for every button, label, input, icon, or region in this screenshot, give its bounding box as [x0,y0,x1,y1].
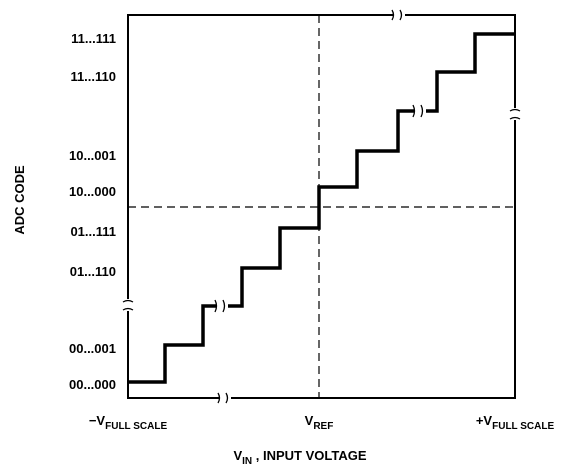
x-label-main: −V [89,413,106,428]
y-axis-title: ADC CODE [12,165,27,235]
code-label: 10...000 [69,184,116,199]
x-label-main: +V [476,413,493,428]
code-label: 00...001 [69,341,116,356]
x-label: −VFULL SCALE [89,413,168,432]
code-label: 10...001 [69,148,116,163]
x-label: +VFULL SCALE [476,413,555,432]
x-title-sub: IN [242,456,252,467]
code-label: 11...110 [70,69,116,84]
x-label-sub: FULL SCALE [492,421,554,432]
x-label-main: V [305,413,314,428]
x-label: VREF [305,413,334,432]
code-label: 01...110 [70,264,116,279]
break-marks [122,9,521,404]
code-label: 11...111 [71,31,116,46]
x-axis-title: VIN , INPUT VOLTAGE [233,448,366,467]
x-title-main: V [233,448,242,463]
x-label-sub: REF [313,421,333,432]
x-title-rest: , INPUT VOLTAGE [252,448,367,463]
x-label-sub: FULL SCALE [105,421,167,432]
staircase [128,32,515,384]
code-label: 01...111 [70,224,116,239]
code-label: 00...000 [69,377,116,392]
